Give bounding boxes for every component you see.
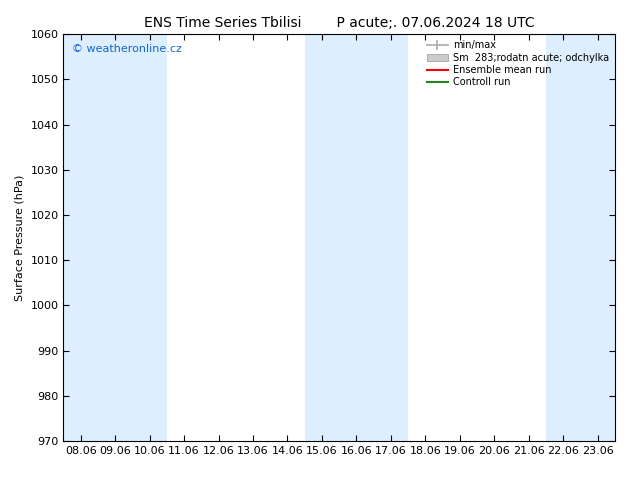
Y-axis label: Surface Pressure (hPa): Surface Pressure (hPa) bbox=[15, 174, 25, 301]
Title: ENS Time Series Tbilisi        P acute;. 07.06.2024 18 UTC: ENS Time Series Tbilisi P acute;. 07.06.… bbox=[144, 16, 534, 30]
Bar bbox=[98, 34, 167, 441]
Bar bbox=[305, 34, 408, 441]
Bar bbox=[63, 34, 98, 441]
Bar bbox=[546, 34, 615, 441]
Legend: min/max, Sm  283;rodatn acute; odchylka, Ensemble mean run, Controll run: min/max, Sm 283;rodatn acute; odchylka, … bbox=[424, 37, 612, 90]
Text: © weatheronline.cz: © weatheronline.cz bbox=[72, 45, 181, 54]
